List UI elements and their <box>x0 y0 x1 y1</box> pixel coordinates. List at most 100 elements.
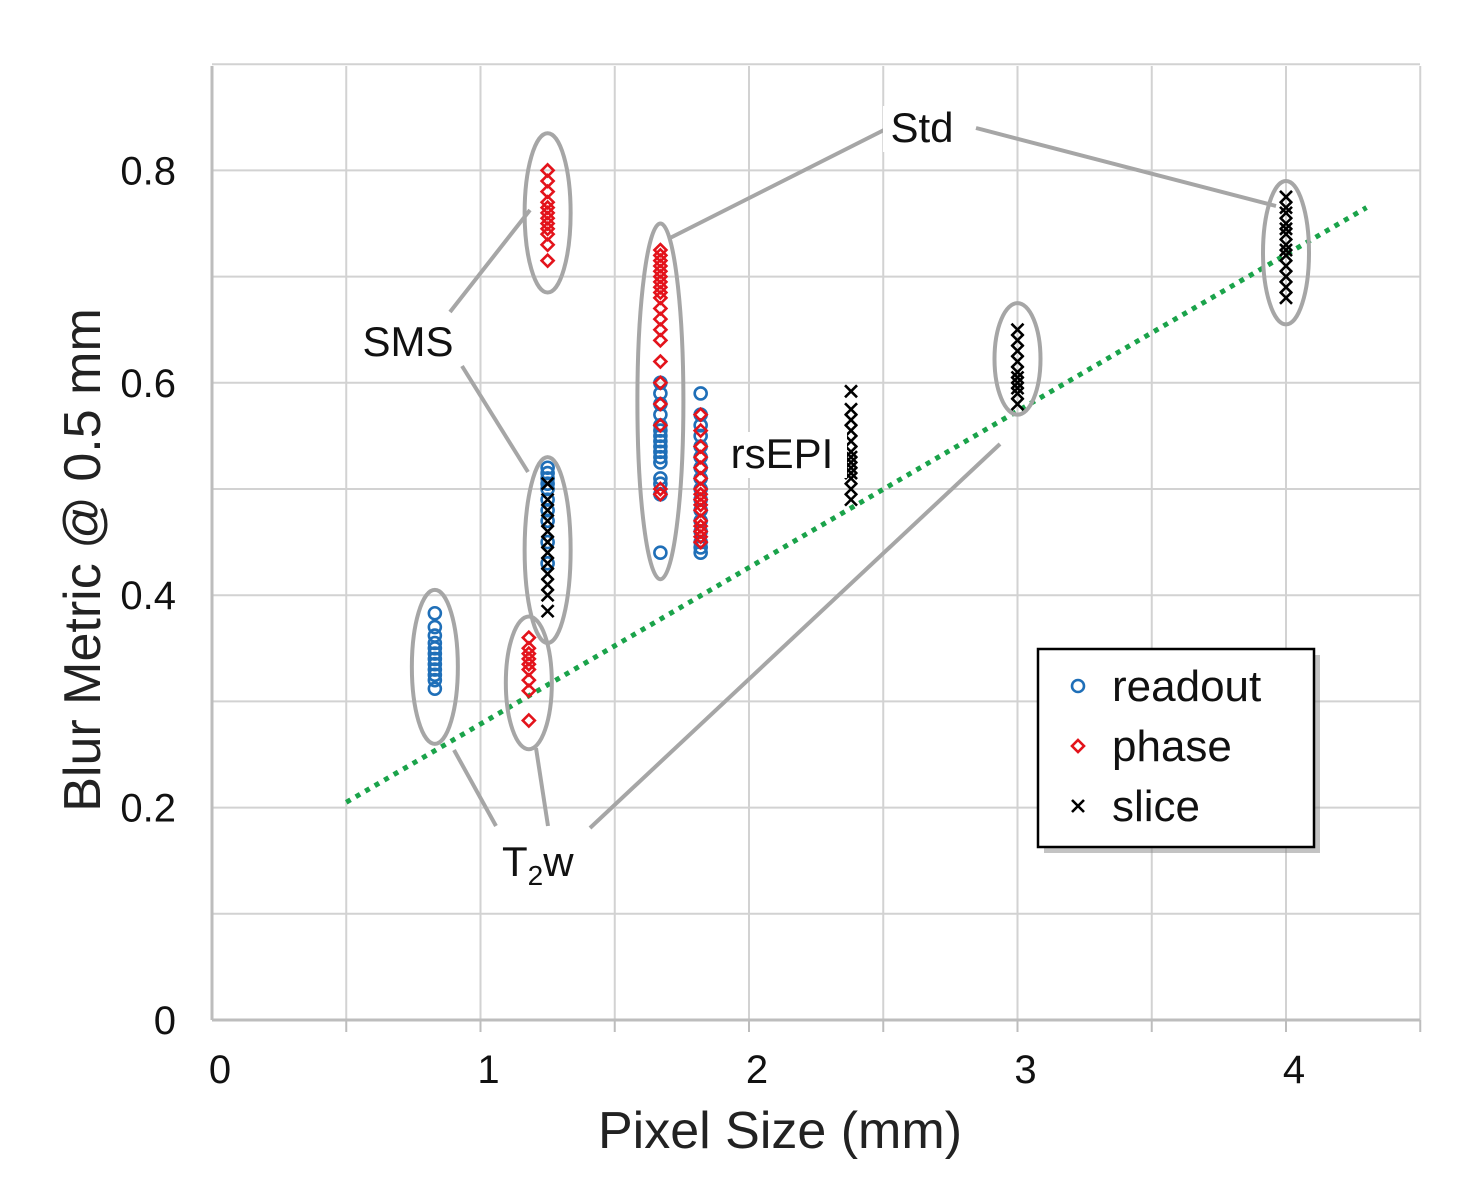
point-phase <box>652 486 669 503</box>
point-readout <box>693 386 708 401</box>
y-tick-label: 0.4 <box>120 574 176 618</box>
legend-label-phase: phase <box>1112 722 1232 771</box>
point-slice <box>844 460 858 475</box>
point-readout <box>653 423 668 438</box>
point-slice <box>1279 280 1293 295</box>
legend: readout phase slice <box>1036 647 1320 853</box>
point-phase <box>539 252 556 269</box>
annotation-t2w: T2w <box>502 838 574 891</box>
point-slice <box>1279 248 1293 263</box>
annotation-label-bg <box>883 106 961 152</box>
point-slice <box>540 604 555 619</box>
point-readout <box>427 667 443 683</box>
point-slice <box>1010 333 1025 348</box>
point-slice <box>540 535 555 550</box>
point-phase <box>692 497 709 513</box>
y-tick-label: 0.8 <box>120 149 176 193</box>
x-tick-label: 4 <box>1283 1048 1305 1092</box>
point-readout <box>653 433 668 449</box>
point-readout <box>427 635 443 651</box>
point-slice <box>844 455 858 470</box>
point-slice <box>1279 259 1293 273</box>
point-slice <box>540 476 555 491</box>
point-readout <box>540 460 555 476</box>
point-readout <box>540 492 555 507</box>
cluster-ellipse <box>992 301 1043 417</box>
point-readout <box>540 502 555 518</box>
point-slice <box>1010 322 1025 337</box>
point-phase <box>692 422 709 439</box>
point-slice <box>1010 375 1025 390</box>
point-phase <box>652 332 669 349</box>
point-slice <box>540 492 555 507</box>
point-slice <box>1279 269 1293 284</box>
point-slice <box>1010 397 1025 411</box>
legend-marker-phase <box>1070 738 1086 754</box>
x-tick-label: 0 <box>209 1048 231 1092</box>
point-readout <box>427 640 443 656</box>
x-tick-label: 3 <box>1014 1048 1036 1092</box>
y-axis-title: Blur Metric @ 0.5 mm <box>54 308 112 812</box>
point-slice <box>540 524 555 539</box>
point-slice <box>844 444 858 459</box>
point-slice <box>1279 200 1293 215</box>
point-readout <box>427 656 443 672</box>
point-readout <box>540 556 555 571</box>
annotation-connector <box>460 364 530 474</box>
x-axis-title: Pixel Size (mm) <box>598 1102 962 1160</box>
annotation-connector <box>452 749 498 827</box>
point-phase <box>652 284 669 301</box>
point-slice <box>540 513 555 528</box>
point-readout <box>653 545 668 561</box>
point-readout <box>540 513 555 529</box>
cluster-ellipse <box>1261 179 1311 327</box>
annotation-connector <box>588 442 1002 830</box>
cluster-ellipse <box>522 131 573 295</box>
legend-label-slice: slice <box>1112 782 1200 831</box>
point-phase <box>652 374 669 391</box>
point-readout <box>540 476 555 491</box>
legend-label-readout: readout <box>1112 662 1261 711</box>
y-tick-label: 0 <box>154 999 176 1043</box>
y-tick-label: 0.2 <box>120 787 176 831</box>
y-tick-label: 0.6 <box>120 362 176 406</box>
point-readout <box>427 646 443 661</box>
axes <box>210 66 1422 1032</box>
point-slice <box>540 588 555 603</box>
point-slice <box>1010 344 1025 358</box>
point-slice <box>540 567 555 581</box>
point-slice <box>844 492 858 507</box>
annotation-sms: SMS <box>362 318 453 365</box>
point-slice <box>844 466 858 480</box>
point-slice <box>1279 216 1293 231</box>
point-slice <box>1279 205 1293 220</box>
point-phase <box>692 534 709 550</box>
point-slice <box>1279 290 1293 305</box>
point-phase <box>652 396 669 412</box>
annotation-label-bg <box>717 432 847 478</box>
grid <box>212 63 1422 1020</box>
point-slice <box>844 423 858 438</box>
point-phase <box>652 417 669 434</box>
point-readout <box>653 455 668 470</box>
tick-labels: 0 1 2 3 4 0 0.2 0.4 0.6 0.8 <box>120 149 1305 1092</box>
point-readout <box>427 651 443 667</box>
annotation-connector <box>448 208 532 314</box>
cluster-ellipse <box>503 614 554 752</box>
point-slice <box>1010 386 1025 401</box>
data-points <box>427 162 1293 729</box>
point-slice <box>1010 370 1025 385</box>
point-slice <box>1010 381 1025 396</box>
point-readout <box>540 465 555 481</box>
point-slice <box>1279 221 1293 236</box>
point-slice <box>844 413 858 427</box>
point-slice <box>844 384 858 399</box>
annotation-label-bg <box>369 320 447 366</box>
cluster-ellipse <box>522 455 573 645</box>
point-slice <box>540 545 555 560</box>
point-readout <box>427 619 443 635</box>
annotations: Std SMS rsEPI T2w <box>362 104 961 891</box>
point-slice <box>1279 227 1293 242</box>
point-phase <box>652 353 669 370</box>
point-phase <box>539 220 556 237</box>
